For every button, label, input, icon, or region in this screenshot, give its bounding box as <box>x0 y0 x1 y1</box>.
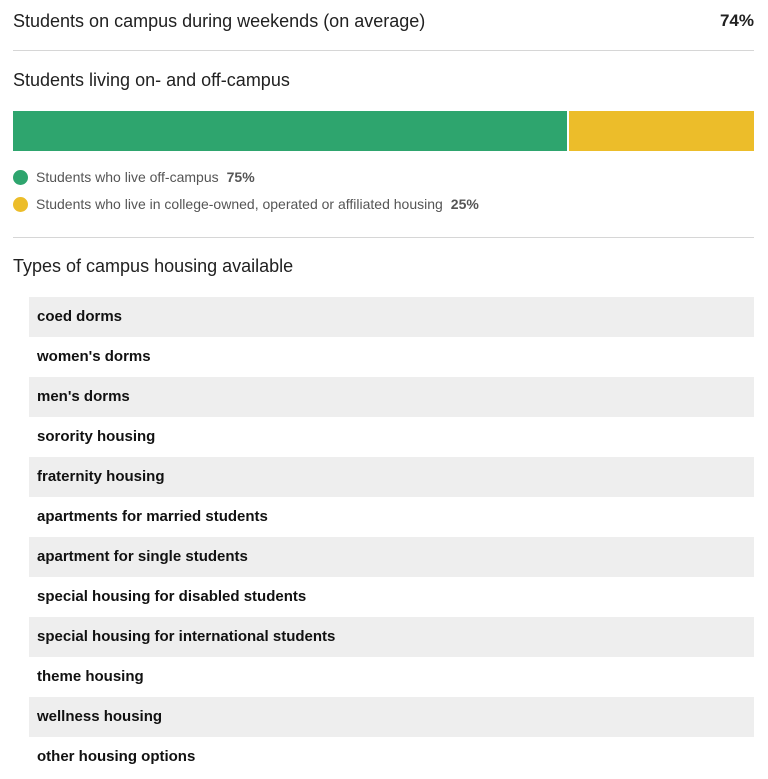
housing-item: theme housing <box>37 668 144 685</box>
housing-item: wellness housing <box>29 697 754 737</box>
legend-value-off-campus: 75% <box>226 169 255 185</box>
living-legend: Students who live off-campus 75% Student… <box>13 166 479 220</box>
housing-item: special housing for disabled students <box>37 588 307 605</box>
housing-item: apartments for married students <box>37 508 268 525</box>
bar-segment-off-campus <box>13 111 568 151</box>
weekend-stat-row: Students on campus during weekends (on a… <box>13 0 754 51</box>
housing-item: other housing options <box>37 748 196 765</box>
legend-dot-on-campus-icon <box>13 196 28 212</box>
legend-label-off-campus: Students who live off-campus <box>36 169 219 185</box>
housing-section-title: Types of campus housing available <box>13 256 294 276</box>
bar-segment-on-campus <box>569 111 754 151</box>
housing-item: women's dorms <box>37 348 151 365</box>
living-stacked-bar <box>13 111 754 151</box>
housing-types-list: coed dorms women's dorms men's dorms sor… <box>29 297 754 777</box>
section-divider <box>13 237 754 238</box>
legend-dot-off-campus-icon <box>13 169 28 185</box>
living-section-title: Students living on- and off-campus <box>13 70 290 90</box>
bar-segment-gap <box>567 111 570 151</box>
legend-label-on-campus: Students who live in college-owned, oper… <box>36 196 443 212</box>
legend-value-on-campus: 25% <box>450 196 479 212</box>
weekend-stat-value: 74% <box>719 11 754 30</box>
housing-item: apartment for single students <box>29 537 754 577</box>
housing-item: special housing for international studen… <box>29 617 754 657</box>
housing-item: sorority housing <box>37 428 156 445</box>
legend-item-off-campus: Students who live off-campus 75% <box>13 166 479 188</box>
legend-item-on-campus: Students who live in college-owned, oper… <box>13 193 479 215</box>
housing-item: fraternity housing <box>29 457 754 497</box>
housing-item: men's dorms <box>29 377 754 417</box>
housing-item: coed dorms <box>29 297 754 337</box>
weekend-stat-label: Students on campus during weekends (on a… <box>13 10 426 31</box>
